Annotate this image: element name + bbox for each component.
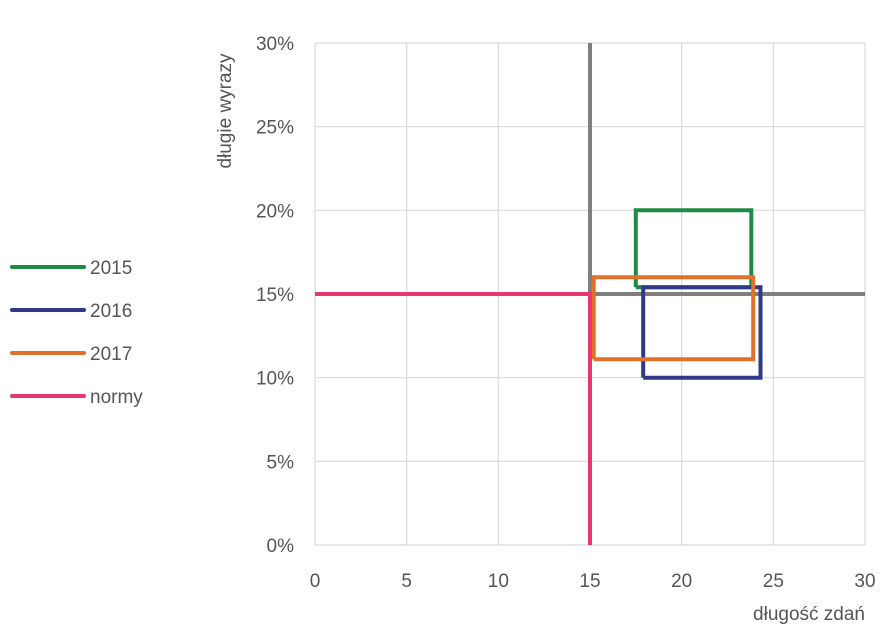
x-tick-label: 20 bbox=[671, 571, 692, 592]
x-tick-label: 15 bbox=[579, 571, 600, 592]
reference-lines bbox=[588, 43, 865, 296]
y-tick-label: 20% bbox=[256, 201, 294, 222]
y-tick-label: 25% bbox=[256, 118, 294, 139]
x-tick-label: 10 bbox=[488, 571, 509, 592]
series-group bbox=[315, 208, 763, 545]
tick-labels: 0 5 10 15 20 25 30 0% 5% 10% 15% 20% 25% 30% bbox=[256, 34, 876, 592]
x-tick-label: 0 bbox=[310, 571, 321, 592]
y-tick-label: 30% bbox=[256, 34, 294, 55]
legend-label: normy bbox=[90, 387, 143, 408]
x-axis-title: długość zdań bbox=[753, 604, 865, 625]
legend-item-normy: normy bbox=[10, 387, 143, 408]
legend-item-2017: 2017 bbox=[10, 344, 132, 365]
series-line-2016 bbox=[641, 285, 763, 380]
y-tick-label: 15% bbox=[256, 285, 294, 306]
y-tick-label: 0% bbox=[267, 536, 295, 557]
series-line-normy bbox=[315, 292, 592, 545]
legend-label: 2016 bbox=[90, 301, 132, 322]
y-axis-title: długie wyrazy bbox=[215, 53, 236, 169]
legend-label: 2017 bbox=[90, 344, 132, 365]
legend-item-2015: 2015 bbox=[10, 258, 132, 279]
legend-label: 2015 bbox=[90, 258, 132, 279]
x-tick-label: 25 bbox=[763, 571, 784, 592]
x-tick-label: 30 bbox=[854, 571, 875, 592]
x-tick-label: 5 bbox=[401, 571, 412, 592]
y-tick-label: 5% bbox=[267, 452, 295, 473]
y-tick-label: 10% bbox=[256, 369, 294, 390]
legend: 2015 2016 2017 normy bbox=[10, 258, 143, 408]
series-line-2017 bbox=[591, 275, 756, 362]
legend-item-2016: 2016 bbox=[10, 301, 132, 322]
